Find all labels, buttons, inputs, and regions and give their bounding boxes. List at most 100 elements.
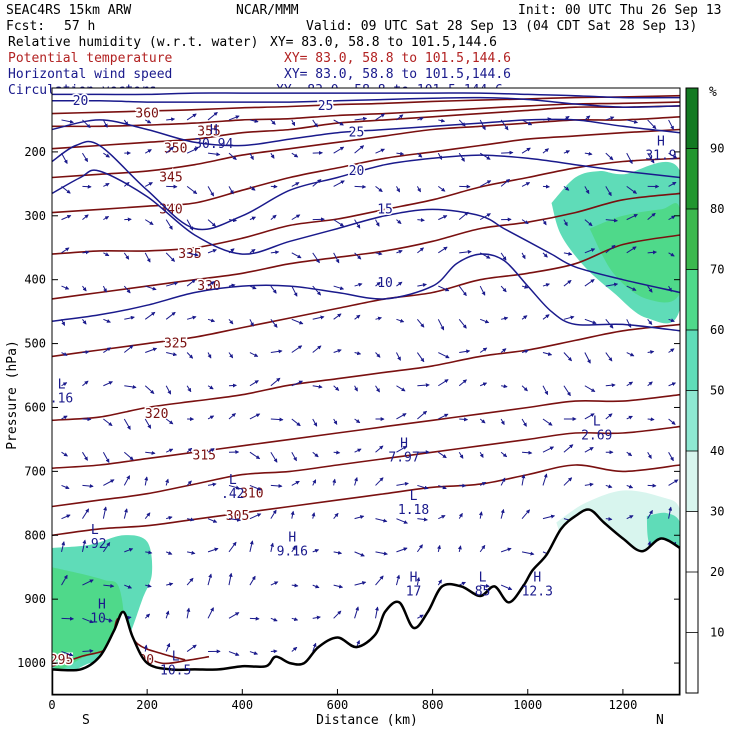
circulation-vector bbox=[500, 451, 508, 458]
circulation-vector bbox=[333, 584, 344, 589]
circulation-vector bbox=[186, 385, 192, 393]
circulation-vector bbox=[145, 182, 153, 187]
circulation-vector bbox=[479, 152, 491, 160]
field-wind-xy: XY= 83.0, 58.8 to 101.5,144.6 bbox=[284, 67, 511, 82]
circulation-vector bbox=[500, 477, 506, 486]
circulation-vector bbox=[354, 145, 365, 154]
circulation-vector bbox=[438, 379, 449, 387]
circulation-vector bbox=[668, 181, 677, 187]
field-rh-xy: XY= 83.0, 58.8 to 101.5,144.6 bbox=[270, 35, 497, 50]
circulation-vector bbox=[375, 518, 388, 523]
circulation-vector bbox=[103, 216, 110, 221]
circulation-vector bbox=[584, 279, 595, 287]
circulation-vector bbox=[61, 514, 71, 520]
circulation-vector bbox=[270, 649, 278, 654]
circulation-vector bbox=[563, 352, 572, 362]
circulation-vector bbox=[437, 579, 442, 586]
field-wind-name: Horizontal wind speed bbox=[8, 67, 172, 82]
circulation-vector bbox=[312, 119, 318, 128]
circulation-vector bbox=[103, 152, 110, 158]
circulation-vector bbox=[207, 607, 214, 619]
y-tick-label: 600 bbox=[24, 400, 46, 414]
circulation-vector bbox=[270, 318, 278, 328]
circulation-vector bbox=[186, 480, 192, 486]
circulation-vector bbox=[668, 119, 674, 131]
circulation-vector bbox=[124, 384, 137, 389]
wind-contour-10-0 bbox=[52, 253, 680, 332]
circulation-vector bbox=[396, 385, 406, 392]
circulation-vector bbox=[479, 119, 486, 131]
circulation-vector bbox=[437, 544, 441, 552]
circulation-vector bbox=[311, 512, 316, 519]
circulation-vector bbox=[228, 413, 236, 420]
circulation-vector bbox=[521, 252, 526, 260]
circulation-vector bbox=[458, 379, 467, 387]
circulation-vector bbox=[605, 413, 613, 420]
circulation-vector bbox=[165, 610, 170, 619]
circulation-vector bbox=[82, 152, 89, 163]
circulation-vector bbox=[459, 349, 471, 354]
circulation-vector bbox=[207, 152, 221, 157]
extremum-value: 9.16 bbox=[277, 545, 308, 560]
circulation-vector bbox=[563, 251, 573, 256]
theta-label-320: 320 bbox=[145, 407, 168, 422]
circulation-vector bbox=[165, 252, 176, 262]
rh-region-1 bbox=[52, 567, 124, 669]
circulation-vector bbox=[396, 186, 401, 193]
circulation-vector bbox=[605, 484, 613, 489]
circulation-vector bbox=[124, 315, 135, 320]
circulation-vector bbox=[479, 347, 488, 353]
y-tick-label: 700 bbox=[24, 464, 46, 478]
circulation-vector bbox=[521, 147, 531, 154]
colorbar-segment bbox=[686, 148, 698, 209]
circulation-vector bbox=[605, 383, 616, 388]
circulation-vector bbox=[312, 345, 322, 353]
circulation-vector bbox=[186, 147, 199, 154]
circulation-vector bbox=[61, 415, 68, 420]
circulation-vector bbox=[647, 212, 656, 221]
y-tick-label: 1000 bbox=[17, 656, 46, 670]
circulation-vector bbox=[333, 512, 339, 519]
circulation-vector bbox=[458, 451, 464, 459]
circulation-vector bbox=[354, 219, 361, 229]
colorbar-unit: % bbox=[709, 85, 717, 100]
circulation-vector bbox=[186, 352, 194, 359]
circulation-vector bbox=[626, 319, 632, 328]
theta-label-295: 295 bbox=[50, 653, 73, 668]
circulation-vector bbox=[480, 318, 490, 324]
circulation-vector bbox=[333, 252, 340, 264]
circulation-vector bbox=[417, 484, 429, 490]
circulation-vector bbox=[333, 146, 345, 154]
colorbar-segment bbox=[686, 632, 698, 693]
circulation-vector bbox=[584, 413, 595, 420]
extremum-value: 12.3 bbox=[522, 584, 553, 599]
circulation-vector bbox=[124, 548, 134, 553]
extremum-value: 31.9 bbox=[645, 149, 676, 164]
x-tick-label: 200 bbox=[136, 698, 158, 712]
circulation-vector bbox=[249, 413, 261, 420]
circulation-vector bbox=[165, 642, 171, 652]
circulation-vector bbox=[82, 214, 89, 221]
circulation-vector bbox=[396, 249, 403, 254]
circulation-vector bbox=[249, 249, 256, 254]
circulation-vector bbox=[416, 186, 421, 193]
circulation-vector bbox=[312, 315, 325, 320]
wind-label-25: 25 bbox=[318, 99, 334, 114]
circulation-vector bbox=[312, 179, 322, 187]
circulation-vector bbox=[165, 146, 175, 154]
circulation-vector bbox=[186, 447, 193, 453]
circulation-vector bbox=[668, 348, 675, 353]
circulation-vector bbox=[249, 651, 259, 655]
circulation-vector bbox=[605, 352, 613, 362]
circulation-vector bbox=[354, 418, 361, 424]
circulation-vector bbox=[81, 539, 87, 552]
circulation-vector bbox=[291, 380, 304, 387]
circulation-vector bbox=[542, 446, 555, 453]
circulation-vector bbox=[605, 244, 616, 254]
circulation-vector bbox=[396, 219, 402, 225]
circulation-vector bbox=[521, 509, 531, 519]
circulation-vector bbox=[668, 479, 679, 486]
circulation-vector bbox=[124, 345, 134, 353]
circulation-vector bbox=[626, 451, 633, 457]
circulation-vector bbox=[333, 180, 345, 187]
